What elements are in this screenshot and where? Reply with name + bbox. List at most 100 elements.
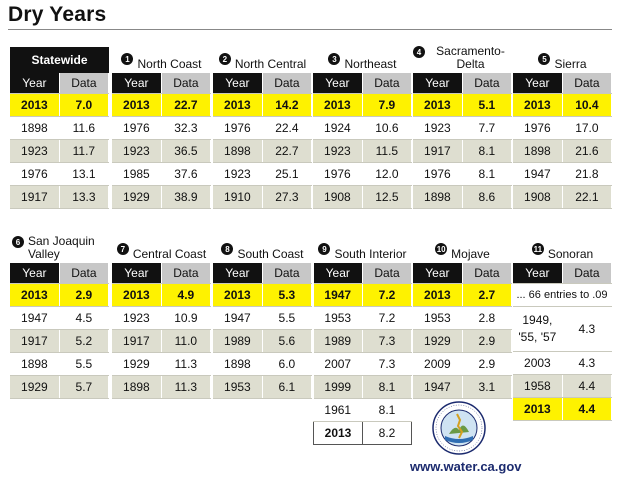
year-cell: 1949, '55, '57 (513, 306, 563, 352)
region-number-badge: 5 (538, 53, 551, 65)
region-name: Sonoran (547, 247, 594, 261)
value-cell: 14.2 (262, 93, 313, 117)
value-cell: 13.3 (59, 185, 110, 209)
value-cell: 11.6 (59, 116, 110, 140)
table-header-row: Year Data (112, 263, 212, 284)
value-cell: 27.3 (262, 185, 313, 209)
value-cell: 10.6 (362, 116, 413, 140)
table-row: 1989 7.3 (313, 329, 412, 353)
table-header-row: Year Data (413, 263, 513, 284)
table-row: 1953 2.8 (413, 306, 513, 330)
year-cell: 1923 (112, 306, 162, 330)
value-cell: 8.6 (462, 185, 513, 209)
value-cell: 8.2 (362, 421, 412, 445)
table-row: 1929 38.9 (112, 185, 212, 209)
value-cell: 38.9 (161, 185, 212, 209)
year-cell: 2007 (313, 352, 363, 376)
current-year-row: 2013 4.9 (112, 283, 212, 307)
table-row: 2007 7.3 (313, 352, 412, 376)
dry-years-table: Year Data 2013 14.2 1976 22.4 1898 22.7 1923 25.1… (213, 73, 313, 209)
value-cell: 5.2 (59, 329, 110, 353)
dry-years-table: Year Data 2013 2.7 1953 2.8 1929 2.9 2009 2.9 1947… (413, 263, 513, 399)
value-cell: 5.6 (262, 329, 313, 353)
region-mojave: 10 Mojave Year Data 2013 2.7 1953 2.8 1929 2.9 200… (413, 237, 513, 399)
value-cell: 22.1 (562, 185, 613, 209)
region-name: South Interior (334, 247, 407, 261)
year-cell: 1898 (413, 185, 463, 209)
value-cell: 7.3 (362, 352, 412, 376)
table-row: 1953 7.2 (313, 306, 412, 330)
table-row: 1923 11.7 (10, 139, 110, 163)
table-row: 1898 8.6 (413, 185, 513, 209)
region-number-badge: 8 (221, 243, 234, 255)
value-cell: 11.3 (161, 375, 212, 399)
table-row: 1917 8.1 (413, 139, 513, 163)
value-cell: 36.5 (161, 139, 212, 163)
year-cell: 1917 (413, 139, 463, 163)
year-cell: 1989 (213, 329, 263, 353)
year-cell: 1929 (112, 185, 162, 209)
table-row: 1961 8.1 (313, 398, 412, 422)
table-row: 1910 27.3 (213, 185, 313, 209)
year-cell: 1917 (10, 329, 60, 353)
table-header-row: Year Data (213, 73, 313, 94)
data-column-header: Data (262, 263, 313, 284)
data-column-header: Data (362, 73, 413, 94)
table-row: 1989 5.6 (213, 329, 313, 353)
value-cell: 4.4 (562, 374, 613, 398)
region-name: Mojave (451, 247, 490, 261)
current-year-row: 2013 14.2 (213, 93, 313, 117)
data-column-header: Data (59, 263, 110, 284)
year-cell: 1961 (313, 398, 363, 422)
region-north-coast: 1 North Coast Year Data 2013 22.7 1976 32.3 1923… (112, 47, 212, 209)
table-row: 1923 36.5 (112, 139, 212, 163)
year-cell: 1898 (213, 139, 263, 163)
region-header: 9 South Interior (313, 237, 412, 263)
table-row: 1923 7.7 (413, 116, 513, 140)
table-row: 1898 11.3 (112, 375, 212, 399)
dwr-seal (431, 400, 487, 461)
year-cell: 1953 (313, 306, 363, 330)
table-row: 1898 11.6 (10, 116, 110, 140)
table-row: 1898 5.5 (10, 352, 110, 376)
table-row: 1947 21.8 (513, 162, 613, 186)
table-row: 1917 11.0 (112, 329, 212, 353)
year-cell: 1999 (313, 375, 363, 399)
year-cell: 1929 (112, 352, 162, 376)
footer-url[interactable]: www.water.ca.gov (410, 459, 522, 474)
region-header: 10 Mojave (413, 237, 512, 263)
region-south-interior: 9 South Interior Year Data 1947 7.2 1953 7.2 198… (313, 237, 412, 445)
year-cell: 1923 (112, 139, 162, 163)
region-sonoran: 11 Sonoran Year Data... 66 entries to .09 19… (513, 237, 613, 421)
value-cell: 25.1 (262, 162, 313, 186)
year-cell: 1898 (10, 352, 60, 376)
value-cell: 7.2 (362, 283, 412, 307)
value-cell: 4.3 (562, 306, 613, 352)
value-cell: 12.0 (362, 162, 413, 186)
data-column-header: Data (161, 263, 212, 284)
value-cell: 3.1 (462, 375, 513, 399)
value-cell: 8.1 (362, 398, 412, 422)
data-column-header: Data (161, 73, 212, 94)
value-cell: 6.0 (262, 352, 313, 376)
dry-years-table: Year Data 2013 5.3 1947 5.5 1989 5.6 1898 6.0 1953… (213, 263, 313, 399)
region-northeast: 3 Northeast Year Data 2013 7.9 1924 10.6 1923 11.… (313, 47, 413, 209)
value-cell: 7.7 (462, 116, 513, 140)
region-name: South Coast (237, 247, 304, 261)
table-header-row: Year Data (112, 73, 212, 94)
value-cell: 7.3 (362, 329, 412, 353)
year-cell: 1910 (213, 185, 263, 209)
region-header: Statewide (10, 47, 109, 73)
year-cell: 1947 (413, 375, 463, 399)
data-column-header: Data (462, 73, 513, 94)
value-cell: 21.6 (562, 139, 613, 163)
region-south-coast: 8 South Coast Year Data 2013 5.3 1947 5.5 1989 5.… (213, 237, 313, 399)
value-cell: 17.0 (562, 116, 613, 140)
table-row: 1958 4.4 (513, 374, 613, 398)
table-row: 1917 13.3 (10, 185, 110, 209)
dry-years-table: Year Data... 66 entries to .09 1949, '55, … (513, 263, 613, 421)
current-year-row: 2013 8.2 (313, 421, 412, 445)
dry-years-table: Year Data 2013 4.9 1923 10.9 1917 11.0 1929 11.3 1… (112, 263, 212, 399)
dry-years-table: Year Data 1947 7.2 1953 7.2 1989 7.3 2007 7.3 1999… (313, 263, 412, 445)
year-cell: 1953 (413, 306, 463, 330)
